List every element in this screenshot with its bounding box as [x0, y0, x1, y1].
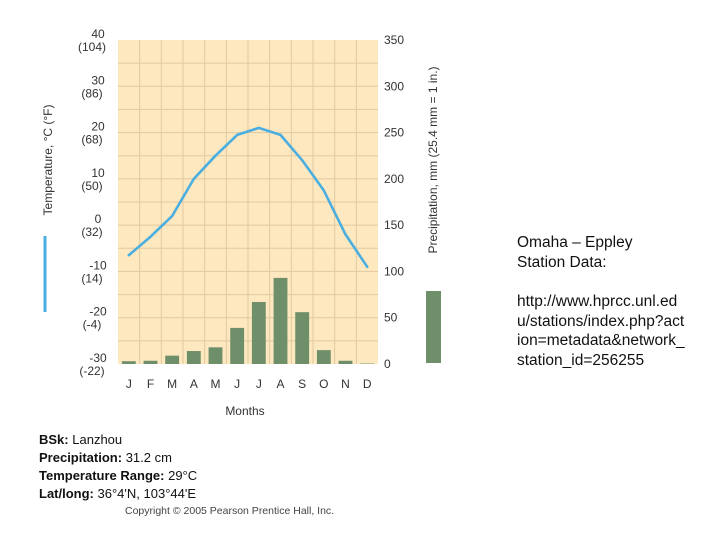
precip-bar [121, 361, 136, 364]
right-tick-label: 150 [384, 218, 404, 232]
precip-bar [143, 360, 158, 364]
left-tick-celsius: 10 [91, 166, 105, 180]
precip-bar [208, 347, 223, 364]
right-tick-label: 100 [384, 264, 404, 278]
climate-type-label: BSk: [39, 432, 69, 447]
latlong-line: Lat/long: 36°4'N, 103°44'E [39, 485, 196, 503]
right-tick-label: 300 [384, 79, 404, 93]
copyright-text: Copyright © 2005 Pearson Prentice Hall, … [125, 505, 335, 517]
left-tick-celsius: 40 [91, 27, 105, 41]
right-legend-bar [426, 291, 441, 363]
grid [118, 40, 378, 364]
month-label: F [147, 377, 154, 391]
precip-bar [295, 312, 310, 364]
right-tick-label: 50 [384, 311, 398, 325]
left-tick-celsius: -30 [89, 351, 107, 365]
month-label: M [211, 377, 221, 391]
precip-bar [230, 327, 245, 364]
precip-bar [186, 351, 201, 364]
month-label: J [256, 377, 262, 391]
climate-type-value: Lanzhou [72, 432, 123, 447]
temperature-line [127, 126, 369, 269]
precipitation-label: Precipitation: [39, 450, 123, 465]
climate-type-line: BSk: Lanzhou [39, 431, 122, 449]
left-axis-label: Temperature, °C (°F) [41, 105, 55, 216]
latlong-label: Lat/long: [39, 486, 94, 501]
left-tick-celsius: -20 [89, 305, 107, 319]
left-tick-fahrenheit: (86) [81, 86, 102, 100]
month-label: A [190, 377, 198, 391]
month-label: O [319, 377, 328, 391]
left-tick-celsius: -10 [89, 258, 107, 272]
latlong-value: 36°4'N, 103°44'E [97, 486, 196, 501]
right-axis-ticks: 350 300 250 200 150 100 50 0 [384, 33, 404, 371]
right-tick-label: 250 [384, 126, 404, 140]
left-tick-celsius: 0 [95, 212, 102, 226]
station-url[interactable]: http://www.hprcc.unl.edu/stations/index.… [517, 293, 685, 369]
station-title: Omaha – Eppley Station Data: [517, 234, 633, 271]
left-axis-ticks: 40(104) 30(86) 20(68) 10(50) 0(32) -10(14) -20… [78, 27, 107, 378]
temperature-range-line: Temperature Range: 29°C [39, 467, 197, 485]
precip-bar [165, 355, 180, 364]
precip-bar [316, 350, 331, 364]
precipitation-value: 31.2 cm [125, 450, 172, 465]
month-label: J [234, 377, 240, 391]
precipitation-bars [121, 277, 375, 364]
month-label: J [126, 377, 132, 391]
temperature-range-label: Temperature Range: [39, 468, 165, 483]
x-axis-label: Months [225, 404, 264, 418]
left-tick-fahrenheit: (14) [81, 271, 102, 285]
precipitation-line: Precipitation: 31.2 cm [39, 449, 172, 467]
right-axis-label: Precipitation, mm (25.4 mm = 1 in.) [426, 66, 440, 253]
left-tick-fahrenheit: (104) [78, 40, 106, 54]
left-tick-fahrenheit: (50) [81, 179, 102, 193]
precip-bar [251, 301, 266, 364]
left-tick-fahrenheit: (68) [81, 133, 102, 147]
precip-bar [273, 277, 288, 364]
left-tick-fahrenheit: (-22) [79, 364, 104, 378]
temperature-range-value: 29°C [168, 468, 198, 483]
right-tick-label: 0 [384, 357, 391, 371]
left-tick-fahrenheit: (-4) [83, 318, 102, 332]
month-label: D [363, 377, 372, 391]
left-tick-celsius: 20 [91, 120, 105, 134]
month-label: N [341, 377, 350, 391]
month-label: M [167, 377, 177, 391]
precip-bar [338, 360, 353, 364]
right-tick-label: 200 [384, 172, 404, 186]
right-tick-label: 350 [384, 33, 404, 47]
left-tick-celsius: 30 [91, 73, 105, 87]
left-tick-fahrenheit: (32) [81, 225, 102, 239]
month-label: A [276, 377, 284, 391]
month-label: S [298, 377, 306, 391]
